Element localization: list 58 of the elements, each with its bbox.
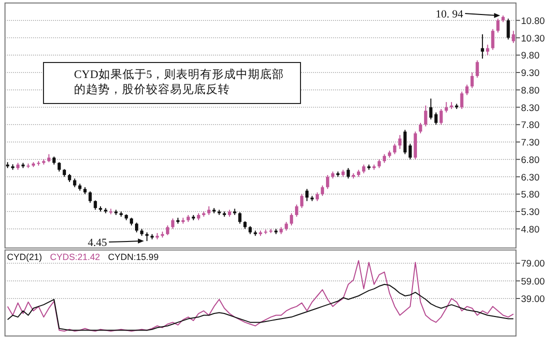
- candlestick: [476, 60, 479, 78]
- candlestick: [320, 184, 324, 196]
- y-tick-label: 10.30: [521, 33, 545, 44]
- chart-title: CYD(21): [7, 252, 42, 262]
- y-tick-label: 4.80: [521, 224, 540, 236]
- candlestick: [465, 84, 469, 96]
- candlestick: [88, 190, 92, 204]
- text: CYDN:15.99: [108, 252, 159, 262]
- candlestick: [440, 108, 443, 126]
- y-tick-label: 7.30: [521, 138, 540, 149]
- candlestick: [403, 129, 407, 155]
- y-tick-label: 7.80: [521, 120, 540, 132]
- candlestick: [486, 44, 490, 56]
- y-tick-label: 5.80: [521, 190, 540, 201]
- candlestick: [480, 34, 484, 60]
- candlestick: [393, 143, 396, 155]
- candlestick: [470, 72, 474, 89]
- candlestick: [460, 91, 464, 110]
- note-box: CYD如果低于5，则表明有形成中期底部的趋势，股价较容易见底反转: [43, 62, 301, 104]
- y-tick-label: 6.80: [521, 154, 540, 166]
- annotation: 10. 94: [436, 8, 464, 21]
- y-tick-label: 9.80: [521, 50, 540, 62]
- y-tick-label: 6.30: [521, 172, 540, 184]
- candlestick: [444, 102, 448, 113]
- candlestick: [398, 134, 402, 150]
- candlestick: [300, 194, 304, 209]
- y-tick-label: 8.30: [521, 102, 540, 114]
- candlestick: [424, 105, 428, 127]
- candlestick: [429, 98, 432, 120]
- annotation: 4.45: [88, 237, 108, 250]
- candlestick: [305, 188, 309, 202]
- y-tick-label: 5.30: [521, 207, 540, 218]
- candlestick: [238, 212, 242, 224]
- candlestick: [496, 18, 500, 34]
- y-tick-label: 9.30: [521, 68, 540, 80]
- candlestick: [326, 174, 330, 190]
- candlestick: [166, 224, 170, 236]
- line-series: [7, 260, 514, 332]
- candlestick: [491, 28, 494, 50]
- candlestick: [295, 204, 298, 218]
- candlestick: [171, 218, 174, 230]
- line-series: [7, 284, 514, 331]
- candlestick: [109, 208, 112, 215]
- candlestick: [58, 162, 61, 172]
- candlestick: [434, 112, 438, 126]
- candlestick: [418, 122, 422, 134]
- y-tick-label: 39.00: [521, 294, 545, 306]
- y-tick-label: 10.80: [521, 16, 545, 27]
- candlestick: [94, 200, 97, 210]
- y-tick-label: 79.00: [521, 258, 545, 270]
- candlestick: [346, 168, 350, 179]
- y-tick-label: 59.00: [521, 276, 545, 288]
- candlestick: [290, 212, 294, 226]
- y-tick-label: 8.80: [521, 85, 540, 96]
- text: CYDS:21.42: [50, 252, 100, 262]
- candlestick: [135, 222, 138, 233]
- candlestick: [506, 18, 510, 40]
- candlestick: [408, 143, 412, 160]
